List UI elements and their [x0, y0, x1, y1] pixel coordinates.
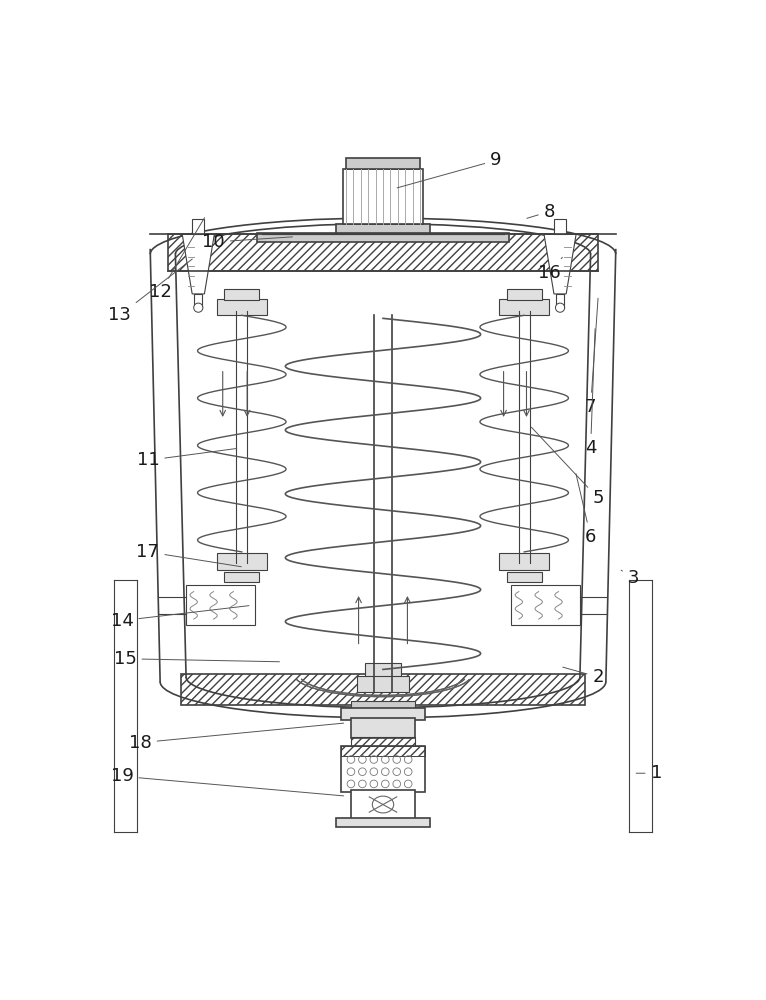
Bar: [195, 294, 202, 308]
Text: 15: 15: [113, 650, 280, 668]
Text: 3: 3: [621, 569, 639, 587]
Circle shape: [194, 303, 203, 312]
Bar: [181, 674, 585, 705]
Bar: [192, 219, 205, 234]
Text: 7: 7: [585, 298, 598, 416]
Bar: [257, 233, 509, 242]
Bar: [506, 572, 542, 582]
Text: 16: 16: [538, 257, 562, 282]
Bar: [556, 294, 564, 308]
Bar: [351, 718, 415, 738]
Text: 4: 4: [585, 329, 597, 457]
Bar: [506, 289, 542, 300]
Text: 10: 10: [202, 233, 293, 251]
Text: 13: 13: [108, 259, 192, 324]
Text: 9: 9: [397, 151, 502, 188]
Circle shape: [555, 303, 565, 312]
Polygon shape: [182, 234, 214, 294]
Bar: [499, 299, 549, 315]
Text: 19: 19: [110, 767, 344, 796]
Bar: [186, 585, 255, 625]
Text: 1: 1: [636, 764, 662, 782]
Text: 14: 14: [110, 606, 249, 630]
Bar: [499, 553, 549, 570]
Bar: [341, 708, 425, 720]
Bar: [224, 572, 260, 582]
Bar: [336, 818, 430, 827]
Bar: [346, 158, 420, 169]
Text: 17: 17: [136, 543, 241, 567]
Text: 12: 12: [149, 218, 205, 301]
Text: 6: 6: [576, 474, 596, 546]
Bar: [341, 746, 425, 756]
Bar: [365, 663, 401, 677]
Bar: [336, 224, 430, 234]
Bar: [343, 169, 423, 224]
Text: 2: 2: [563, 667, 604, 686]
Bar: [217, 553, 267, 570]
Bar: [341, 746, 425, 792]
Bar: [511, 585, 580, 625]
Text: 5: 5: [532, 427, 604, 507]
Text: 11: 11: [136, 448, 237, 469]
Text: 8: 8: [527, 203, 555, 221]
Polygon shape: [544, 234, 576, 294]
Bar: [351, 737, 415, 746]
Bar: [351, 701, 415, 708]
Bar: [357, 676, 409, 692]
Bar: [217, 299, 267, 315]
Bar: [168, 234, 598, 271]
Text: 18: 18: [129, 723, 344, 752]
Bar: [554, 219, 566, 234]
Bar: [351, 790, 415, 819]
Bar: [224, 289, 260, 300]
